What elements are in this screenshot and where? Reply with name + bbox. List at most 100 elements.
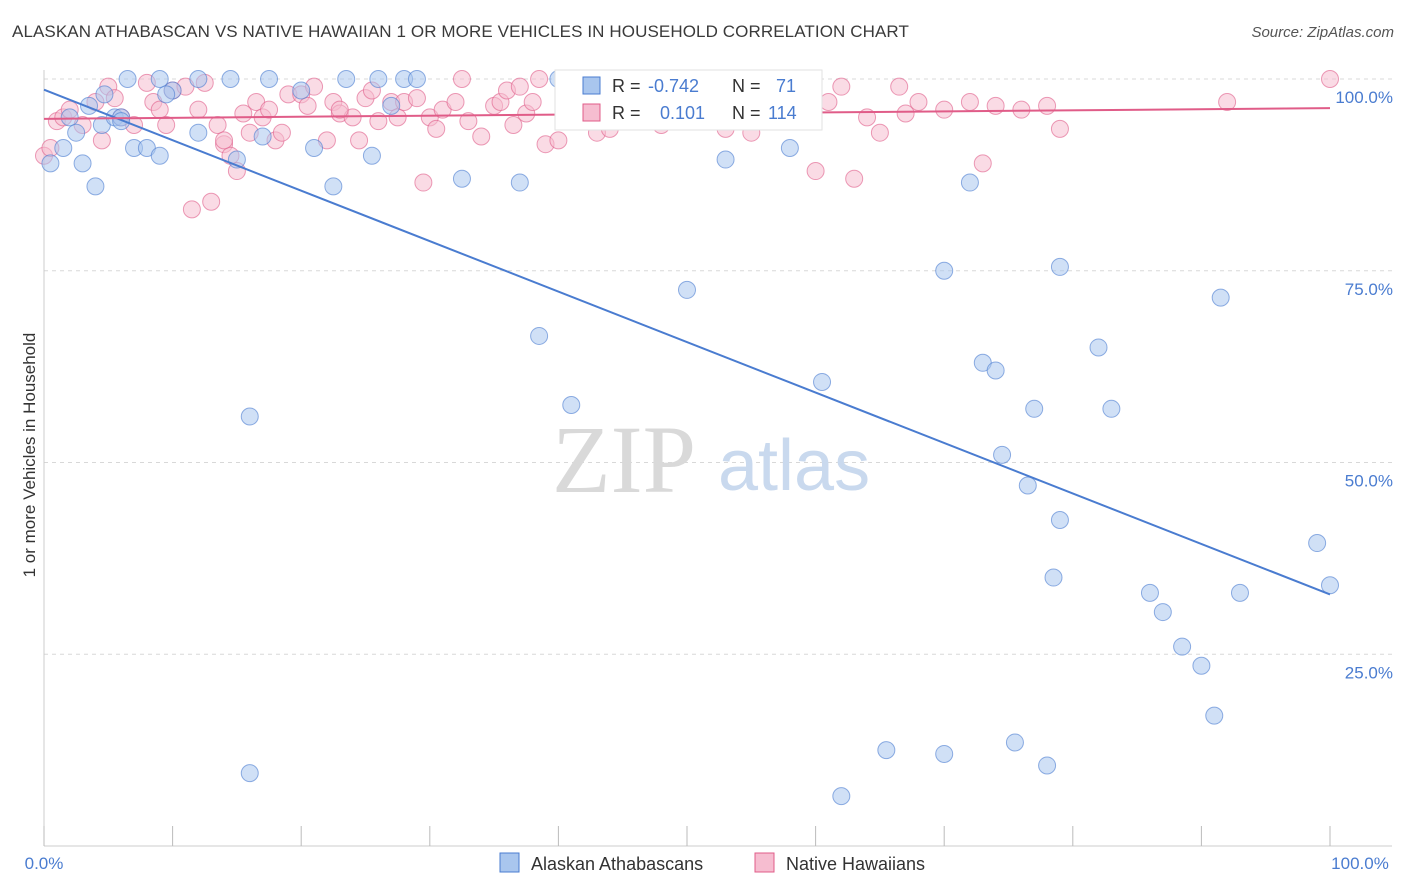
watermark: ZIP atlas: [552, 406, 870, 513]
point-native-hawaiian: [452, 70, 471, 88]
point-alaskan-athabascan: [369, 70, 388, 88]
point-alaskan-athabascan: [73, 154, 92, 173]
x-tick-label-left: 0.0%: [25, 854, 64, 873]
trend-lines: [43, 88, 1331, 596]
stats-n-label-blue: N =: [732, 76, 761, 96]
point-native-hawaiian: [260, 100, 279, 119]
y-axis-title: 1 or more Vehicles in Household: [20, 333, 39, 578]
point-alaskan-athabascan: [452, 169, 471, 188]
point-native-hawaiian: [890, 77, 909, 96]
point-alaskan-athabascan: [935, 261, 954, 280]
point-alaskan-athabascan: [1089, 338, 1108, 357]
point-alaskan-athabascan: [1140, 583, 1159, 602]
point-native-hawaiian: [523, 93, 542, 112]
point-alaskan-athabascan: [1005, 733, 1024, 752]
point-alaskan-athabascan: [986, 361, 1005, 380]
point-alaskan-athabascan: [1153, 603, 1172, 622]
point-alaskan-athabascan: [562, 395, 581, 414]
point-native-hawaiian: [407, 89, 426, 108]
point-alaskan-athabascan: [780, 139, 799, 158]
legend-label-alaskan-athabascans: Alaskan Athabascans: [531, 854, 703, 874]
point-alaskan-athabascan: [1044, 568, 1063, 587]
point-native-hawaiian: [1321, 70, 1339, 88]
point-alaskan-athabascan: [1308, 534, 1327, 553]
watermark-zip: ZIP: [552, 406, 696, 513]
point-alaskan-athabascan: [337, 70, 356, 88]
point-alaskan-athabascan: [150, 146, 169, 165]
stats-r-value-blue: -0.742: [648, 76, 699, 96]
point-native-hawaiian: [909, 93, 928, 112]
point-native-hawaiian: [189, 100, 208, 119]
y-tick-label: 75.0%: [1345, 280, 1393, 299]
point-native-hawaiian: [472, 127, 491, 146]
point-alaskan-athabascan: [813, 372, 832, 391]
point-native-hawaiian: [272, 123, 291, 142]
point-alaskan-athabascan: [324, 177, 343, 196]
trend-line-alaskan-athabascans: [43, 88, 1331, 596]
point-alaskan-athabascan: [240, 407, 259, 426]
point-alaskan-athabascan: [530, 326, 549, 345]
point-native-hawaiian: [510, 77, 529, 96]
point-alaskan-athabascan: [292, 81, 311, 100]
point-native-hawaiian: [446, 93, 465, 112]
point-native-hawaiian: [298, 96, 317, 115]
stats-legend: R = -0.742 N = 71 R = 0.101 N = 114: [554, 69, 823, 131]
point-alaskan-athabascan: [157, 85, 176, 104]
x-tick-label-right: 100.0%: [1331, 854, 1389, 873]
point-alaskan-athabascan: [189, 123, 208, 142]
point-native-hawaiian: [459, 112, 478, 131]
point-native-hawaiian: [530, 70, 549, 88]
point-alaskan-athabascan: [1025, 399, 1044, 418]
point-alaskan-athabascan: [260, 70, 279, 88]
point-alaskan-athabascan: [150, 70, 169, 88]
y-tick-label: 50.0%: [1345, 472, 1393, 491]
point-native-hawaiian: [549, 131, 568, 150]
point-alaskan-athabascan: [305, 139, 324, 158]
point-alaskan-athabascan: [1205, 706, 1224, 725]
x-tick-labels: 0.0% 100.0%: [25, 854, 1389, 873]
stats-swatch-pink: [582, 103, 601, 122]
stats-n-label-pink: N =: [732, 103, 761, 123]
point-alaskan-athabascan: [118, 70, 137, 88]
point-alaskan-athabascan: [1102, 399, 1121, 418]
point-alaskan-athabascan: [86, 177, 105, 196]
point-alaskan-athabascan: [221, 70, 240, 88]
point-native-hawaiian: [845, 169, 864, 188]
point-native-hawaiian: [960, 93, 979, 112]
point-alaskan-athabascan: [41, 154, 60, 173]
point-alaskan-athabascan: [60, 108, 79, 127]
point-native-hawaiian: [973, 154, 992, 173]
point-native-hawaiian: [202, 192, 221, 211]
point-alaskan-athabascan: [1173, 637, 1192, 656]
point-alaskan-athabascan: [1050, 257, 1069, 276]
stats-r-label-pink: R =: [612, 103, 641, 123]
point-alaskan-athabascan: [1018, 476, 1037, 495]
point-native-hawaiian: [1038, 96, 1057, 115]
point-alaskan-athabascan: [67, 123, 86, 142]
point-alaskan-athabascan: [510, 173, 529, 192]
point-native-hawaiian: [896, 104, 915, 123]
point-native-hawaiian: [504, 116, 523, 135]
chart-title: ALASKAN ATHABASCAN VS NATIVE HAWAIIAN 1 …: [12, 22, 909, 41]
y-tick-label: 100.0%: [1335, 88, 1393, 107]
bottom-legend: Alaskan Athabascans Native Hawaiians: [499, 852, 925, 874]
point-native-hawaiian: [150, 100, 169, 119]
point-alaskan-athabascan: [253, 127, 272, 146]
point-alaskan-athabascan: [54, 139, 73, 158]
point-native-hawaiian: [182, 200, 201, 219]
point-alaskan-athabascan: [832, 787, 851, 806]
point-native-hawaiian: [832, 77, 851, 96]
point-alaskan-athabascan: [877, 741, 896, 760]
gridlines: [44, 78, 1392, 655]
point-alaskan-athabascan: [1038, 756, 1057, 775]
point-alaskan-athabascan: [112, 112, 131, 131]
point-native-hawaiian: [215, 131, 234, 150]
point-alaskan-athabascan: [993, 445, 1012, 464]
point-alaskan-athabascan: [716, 150, 735, 169]
point-alaskan-athabascan: [678, 280, 696, 299]
point-alaskan-athabascan: [407, 70, 426, 88]
point-alaskan-athabascan: [189, 70, 208, 88]
point-native-hawaiian: [157, 116, 176, 135]
point-alaskan-athabascan: [1192, 656, 1211, 675]
